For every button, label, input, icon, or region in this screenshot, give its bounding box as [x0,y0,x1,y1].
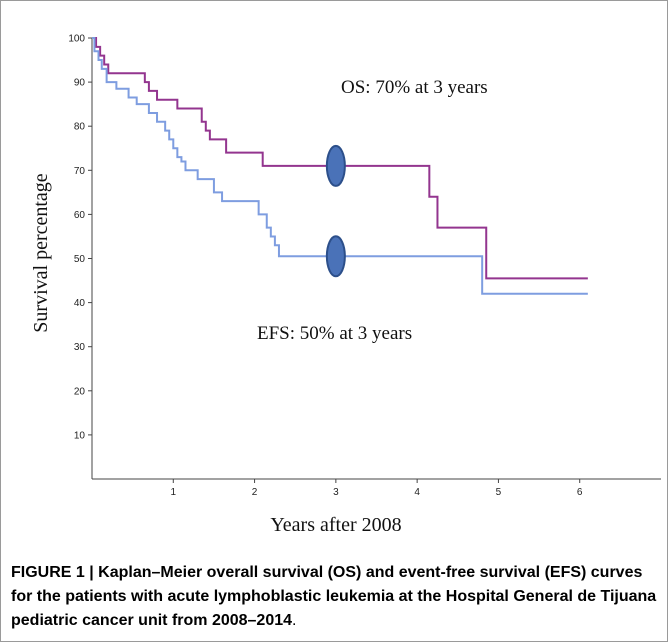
y-tick-label: 10 [74,430,86,441]
x-axis-label: Years after 2008 [270,514,401,536]
y-axis-label: Survival percentage [30,173,52,332]
y-tick-label: 30 [74,342,86,353]
efs-annotation: EFS: 50% at 3 years [257,323,412,344]
series-layer [92,37,588,295]
caption-end: . [292,612,297,629]
x-tick-label: 3 [333,487,339,498]
figure-caption: FIGURE 1 | Kaplan–Meier overall survival… [11,561,661,633]
series-line-1 [92,37,588,280]
y-tick-label: 70 [74,166,86,177]
x-tick-label: 1 [171,487,177,498]
three-year-marker-1 [325,144,346,187]
os-annotation: OS: 70% at 3 years [341,77,488,98]
x-tick-label: 2 [252,487,258,498]
marker-layer [325,144,346,278]
x-tick-group: 1 2 3 4 5 6 [171,479,583,498]
x-tick-label: 5 [496,487,502,498]
y-tick-label: 100 [68,34,85,45]
y-tick-label: 80 [74,122,86,133]
y-tick-label: 50 [74,254,86,265]
chart-axes: 10 20 30 40 50 60 70 80 90 100 1 2 3 4 5 6 [68,34,661,498]
survival-chart: 10 20 30 40 50 60 70 80 90 100 1 2 3 4 5 6 OS: 70% at … [30,34,661,536]
series-line-2 [92,37,588,295]
y-tick-label: 90 [74,78,86,89]
caption-lead: FIGURE 1 | Kaplan–Meier overall survival… [11,564,657,629]
x-tick-label: 4 [414,487,420,498]
y-tick-label: 20 [74,386,86,397]
y-tick-label: 60 [74,210,86,221]
y-tick-group: 10 20 30 40 50 60 70 80 90 100 [68,34,92,441]
three-year-marker-2 [325,235,346,278]
y-tick-label: 40 [74,298,86,309]
x-tick-label: 6 [577,487,583,498]
